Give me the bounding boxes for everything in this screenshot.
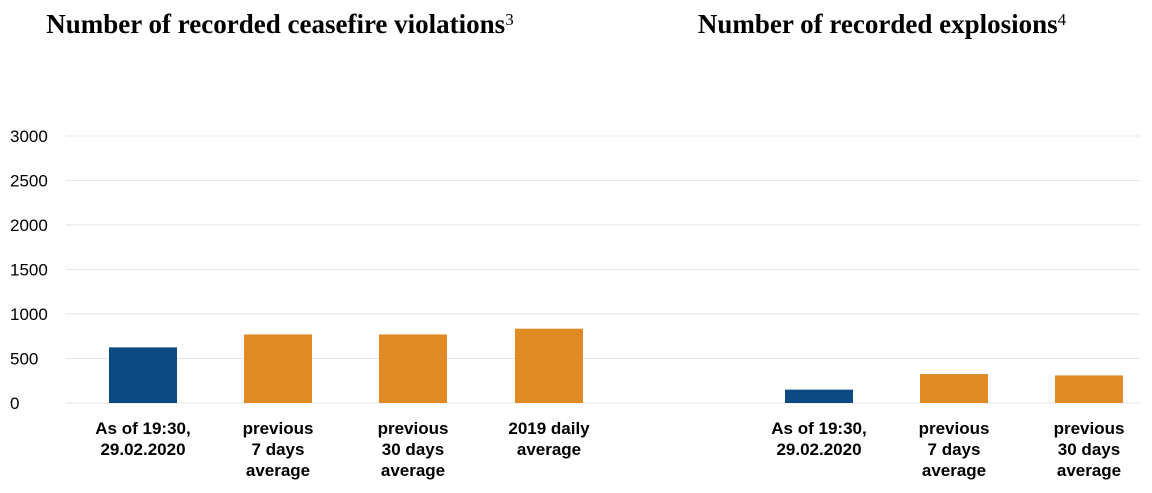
category-labels: As of 19:30, 29.02.2020 previous 7 days aver…	[95, 419, 1124, 480]
bars	[109, 328, 1123, 403]
y-axis: 0 500 1000 1500 2000 2500 3000	[10, 127, 48, 413]
y-tick-label: 500	[10, 350, 38, 369]
ceasefire-violations-bar	[109, 347, 177, 403]
ceasefire-violations-category-label: 2019 daily average	[508, 419, 590, 459]
y-tick-label: 0	[10, 394, 19, 413]
y-tick-label: 1500	[10, 261, 48, 280]
footnote-marker-3: 3	[505, 10, 514, 29]
explosions-category-label: previous 7 days average	[919, 419, 990, 480]
ceasefire-violations-category-label: previous 7 days average	[243, 419, 314, 480]
explosions-bar	[785, 389, 853, 403]
gridlines	[66, 135, 1140, 404]
ceasefire-violations-bar	[379, 334, 447, 403]
explosions-bar	[920, 374, 988, 403]
explosions-category-label: previous 30 days average	[1054, 419, 1125, 480]
chart-title-explosions-text: Number of recorded explosions	[697, 9, 1058, 39]
y-tick-label: 1000	[10, 305, 48, 324]
ceasefire-violations-bar	[244, 334, 312, 403]
ceasefire-violations-bar	[515, 328, 583, 403]
footnote-marker-4: 4	[1057, 10, 1067, 29]
chart-title-ceasefire-violations-text: Number of recorded ceasefire violations	[46, 9, 506, 39]
ceasefire-violations-category-label: As of 19:30, 29.02.2020	[95, 419, 190, 459]
chart-title-ceasefire-violations: Number of recorded ceasefire violations3	[40, 8, 520, 40]
explosions-bar	[1055, 375, 1123, 403]
explosions-category-label: As of 19:30, 29.02.2020	[771, 419, 866, 459]
chart-title-explosions: Number of recorded explosions4	[612, 8, 1152, 40]
y-tick-label: 2500	[10, 172, 48, 191]
ceasefire-violations-category-label: previous 30 days average	[378, 419, 449, 480]
y-tick-label: 2000	[10, 216, 48, 235]
y-tick-label: 3000	[10, 127, 48, 146]
